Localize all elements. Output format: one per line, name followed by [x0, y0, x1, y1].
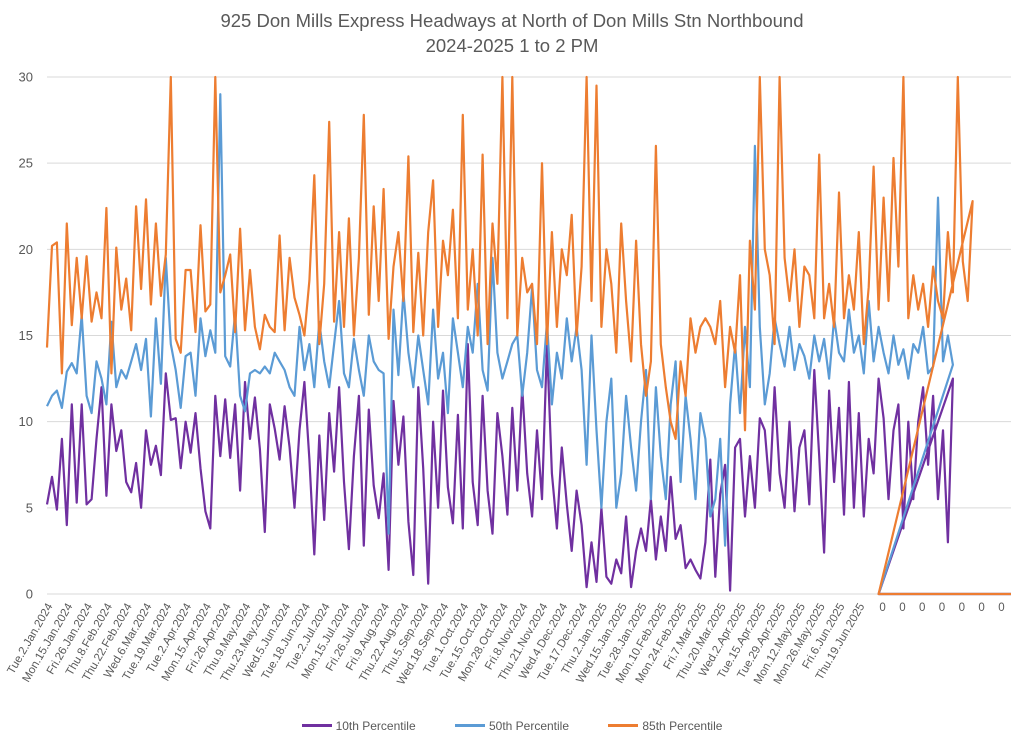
- legend-label-50th: 50th Percentile: [488, 718, 570, 733]
- x-tick-label: 0: [959, 602, 965, 614]
- legend: 10th Percentile 50th Percentile 85th Per…: [0, 716, 1024, 733]
- series-line-10th-percentile[interactable]: [45, 343, 1011, 596]
- legend-item-85th[interactable]: 85th Percentile: [608, 719, 722, 733]
- series-line-85th-percentile[interactable]: [45, 75, 1011, 596]
- legend-swatch-50th: [454, 724, 485, 727]
- y-tick-label: 15: [19, 328, 33, 343]
- chart-title: 925 Don Mills Express Headways at North …: [0, 8, 1024, 58]
- legend-item-50th[interactable]: 50th Percentile: [454, 718, 570, 733]
- x-tick-label: 0: [998, 602, 1004, 614]
- chart-title-line1: 925 Don Mills Express Headways at North …: [220, 10, 804, 31]
- y-axis-ticks: 0 5 10 15 20 25 30: [19, 70, 33, 602]
- legend-label-85th: 85th Percentile: [642, 718, 723, 733]
- legend-item-10th[interactable]: 10th Percentile: [301, 718, 416, 733]
- y-tick-label: 5: [26, 500, 33, 515]
- y-tick-label: 30: [19, 70, 33, 85]
- series-line-50th-percentile[interactable]: [46, 93, 1011, 596]
- legend-label-10th: 10th Percentile: [335, 718, 416, 733]
- series-lines: [45, 75, 1011, 596]
- x-tick-label: 0: [978, 602, 984, 614]
- y-tick-label: 20: [19, 242, 33, 257]
- y-tick-label: 25: [19, 156, 33, 171]
- x-tick-label: 0: [899, 602, 905, 614]
- y-tick-label: 0: [26, 587, 33, 602]
- chart-subtitle: 2024-2025 1 to 2 PM: [425, 35, 599, 56]
- x-tick-label: 0: [939, 602, 945, 614]
- x-axis-ticks: Tue.2.Jan.2024Mon.15.Jan.2024Fri.26.Jan.…: [5, 601, 1004, 687]
- x-tick-label: 0: [879, 602, 885, 614]
- y-tick-label: 10: [19, 414, 33, 429]
- legend-swatch-10th: [301, 724, 332, 727]
- legend-swatch-85th: [608, 724, 639, 727]
- x-tick-label: 0: [919, 602, 925, 614]
